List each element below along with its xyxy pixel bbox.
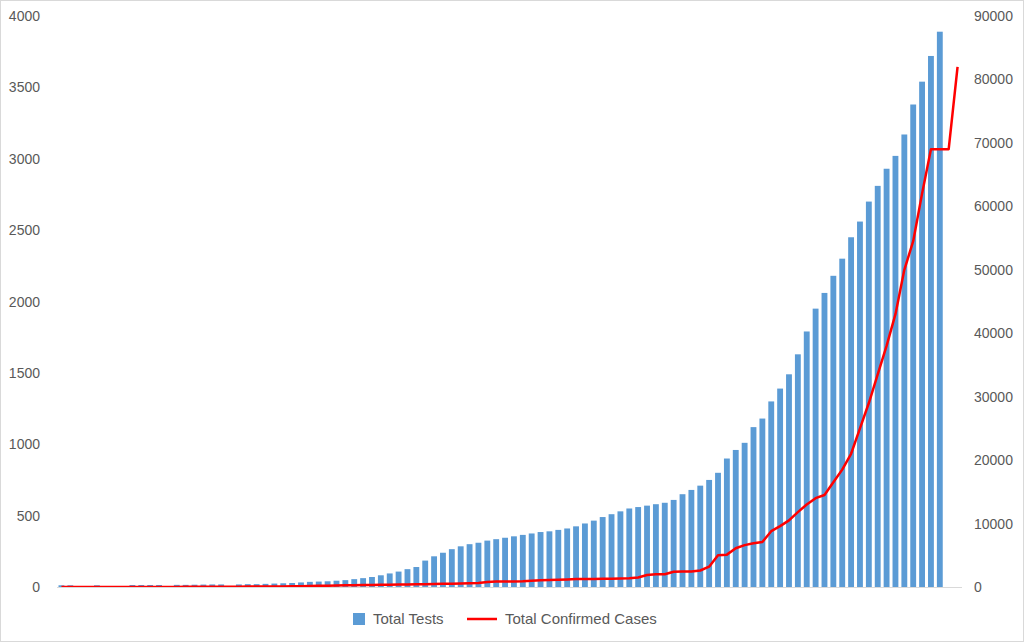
tick-mark xyxy=(962,333,965,334)
tick-mark xyxy=(962,142,965,143)
bar xyxy=(502,538,508,587)
y2-tick-label: 60000 xyxy=(974,198,1013,214)
bar xyxy=(511,536,517,587)
bar xyxy=(928,56,934,587)
y-tick-label: 0 xyxy=(32,579,40,595)
bar xyxy=(822,293,828,587)
bar xyxy=(706,480,712,587)
legend: Total Tests Total Confirmed Cases xyxy=(353,610,657,627)
y2-tick-label: 50000 xyxy=(974,262,1013,278)
bar xyxy=(733,450,739,587)
bar xyxy=(751,427,757,587)
y-tick-label: 3000 xyxy=(9,151,40,167)
tick-mark xyxy=(54,587,57,588)
bar xyxy=(671,500,677,587)
tick-mark xyxy=(962,269,965,270)
y2-tick-label: 10000 xyxy=(974,516,1013,532)
bar xyxy=(546,531,552,587)
bar xyxy=(839,259,845,587)
legend-label: Total Confirmed Cases xyxy=(505,610,657,627)
bar xyxy=(901,134,907,587)
bar xyxy=(875,186,881,587)
bar xyxy=(529,533,535,587)
tick-mark xyxy=(962,396,965,397)
y2-tick-label: 30000 xyxy=(974,389,1013,405)
bar xyxy=(848,237,854,587)
bar xyxy=(795,354,801,587)
bar xyxy=(884,169,890,587)
tick-mark xyxy=(54,372,57,373)
y2-tick-label: 40000 xyxy=(974,325,1013,341)
y2-tick-label: 20000 xyxy=(974,452,1013,468)
y-tick-label: 4000 xyxy=(9,8,40,24)
bar xyxy=(449,549,455,587)
bar xyxy=(609,514,615,587)
y2-tick-label: 0 xyxy=(974,579,982,595)
bar xyxy=(431,556,437,587)
y-tick-label: 500 xyxy=(17,508,41,524)
bar xyxy=(937,32,943,587)
y-tick-label: 3500 xyxy=(9,79,40,95)
bar xyxy=(893,156,899,587)
tick-mark xyxy=(962,523,965,524)
bar xyxy=(493,539,499,587)
y-tick-label: 1000 xyxy=(9,436,40,452)
tick-mark xyxy=(54,301,57,302)
chart: 0500100015002000250030003500400001000020… xyxy=(0,0,1024,642)
bar xyxy=(742,443,748,587)
bar xyxy=(768,401,774,587)
bar xyxy=(777,389,783,587)
tick-mark xyxy=(54,16,57,17)
tick-mark xyxy=(962,79,965,80)
bar xyxy=(626,508,632,587)
bar xyxy=(600,517,606,587)
bar xyxy=(857,222,863,587)
bar xyxy=(476,543,482,587)
tick-mark xyxy=(54,158,57,159)
bar xyxy=(582,523,588,587)
y2-tick-label: 80000 xyxy=(974,71,1013,87)
bar xyxy=(715,473,721,587)
bar xyxy=(830,276,836,587)
tick-mark xyxy=(54,230,57,231)
legend-swatch xyxy=(467,618,497,621)
tick-mark xyxy=(962,16,965,17)
bar xyxy=(617,511,623,587)
bar xyxy=(813,309,819,587)
bar xyxy=(724,459,730,587)
bar xyxy=(786,374,792,587)
x-axis-line xyxy=(57,587,962,588)
tick-mark xyxy=(54,87,57,88)
tick-mark xyxy=(54,444,57,445)
y-tick-label: 1500 xyxy=(9,365,40,381)
bar xyxy=(440,553,446,587)
bar xyxy=(458,546,464,587)
bar xyxy=(538,532,544,587)
bar xyxy=(591,521,597,587)
bar xyxy=(467,544,473,587)
bar xyxy=(919,82,925,587)
y2-tick-label: 70000 xyxy=(974,135,1013,151)
bar xyxy=(680,494,686,587)
bar xyxy=(484,541,490,587)
bar xyxy=(910,105,916,587)
tick-mark xyxy=(962,460,965,461)
bar xyxy=(520,535,526,587)
legend-swatch xyxy=(353,613,365,625)
bar xyxy=(804,331,810,587)
bar xyxy=(759,419,765,587)
tick-mark xyxy=(962,587,965,588)
legend-label: Total Tests xyxy=(373,610,444,627)
y-tick-label: 2000 xyxy=(9,294,40,310)
bar xyxy=(635,507,641,587)
chart-border xyxy=(1,1,1024,642)
y2-tick-label: 90000 xyxy=(974,8,1013,24)
plot-area xyxy=(59,32,958,587)
line xyxy=(61,67,957,587)
tick-mark xyxy=(54,515,57,516)
y-tick-label: 2500 xyxy=(9,222,40,238)
tick-mark xyxy=(962,206,965,207)
